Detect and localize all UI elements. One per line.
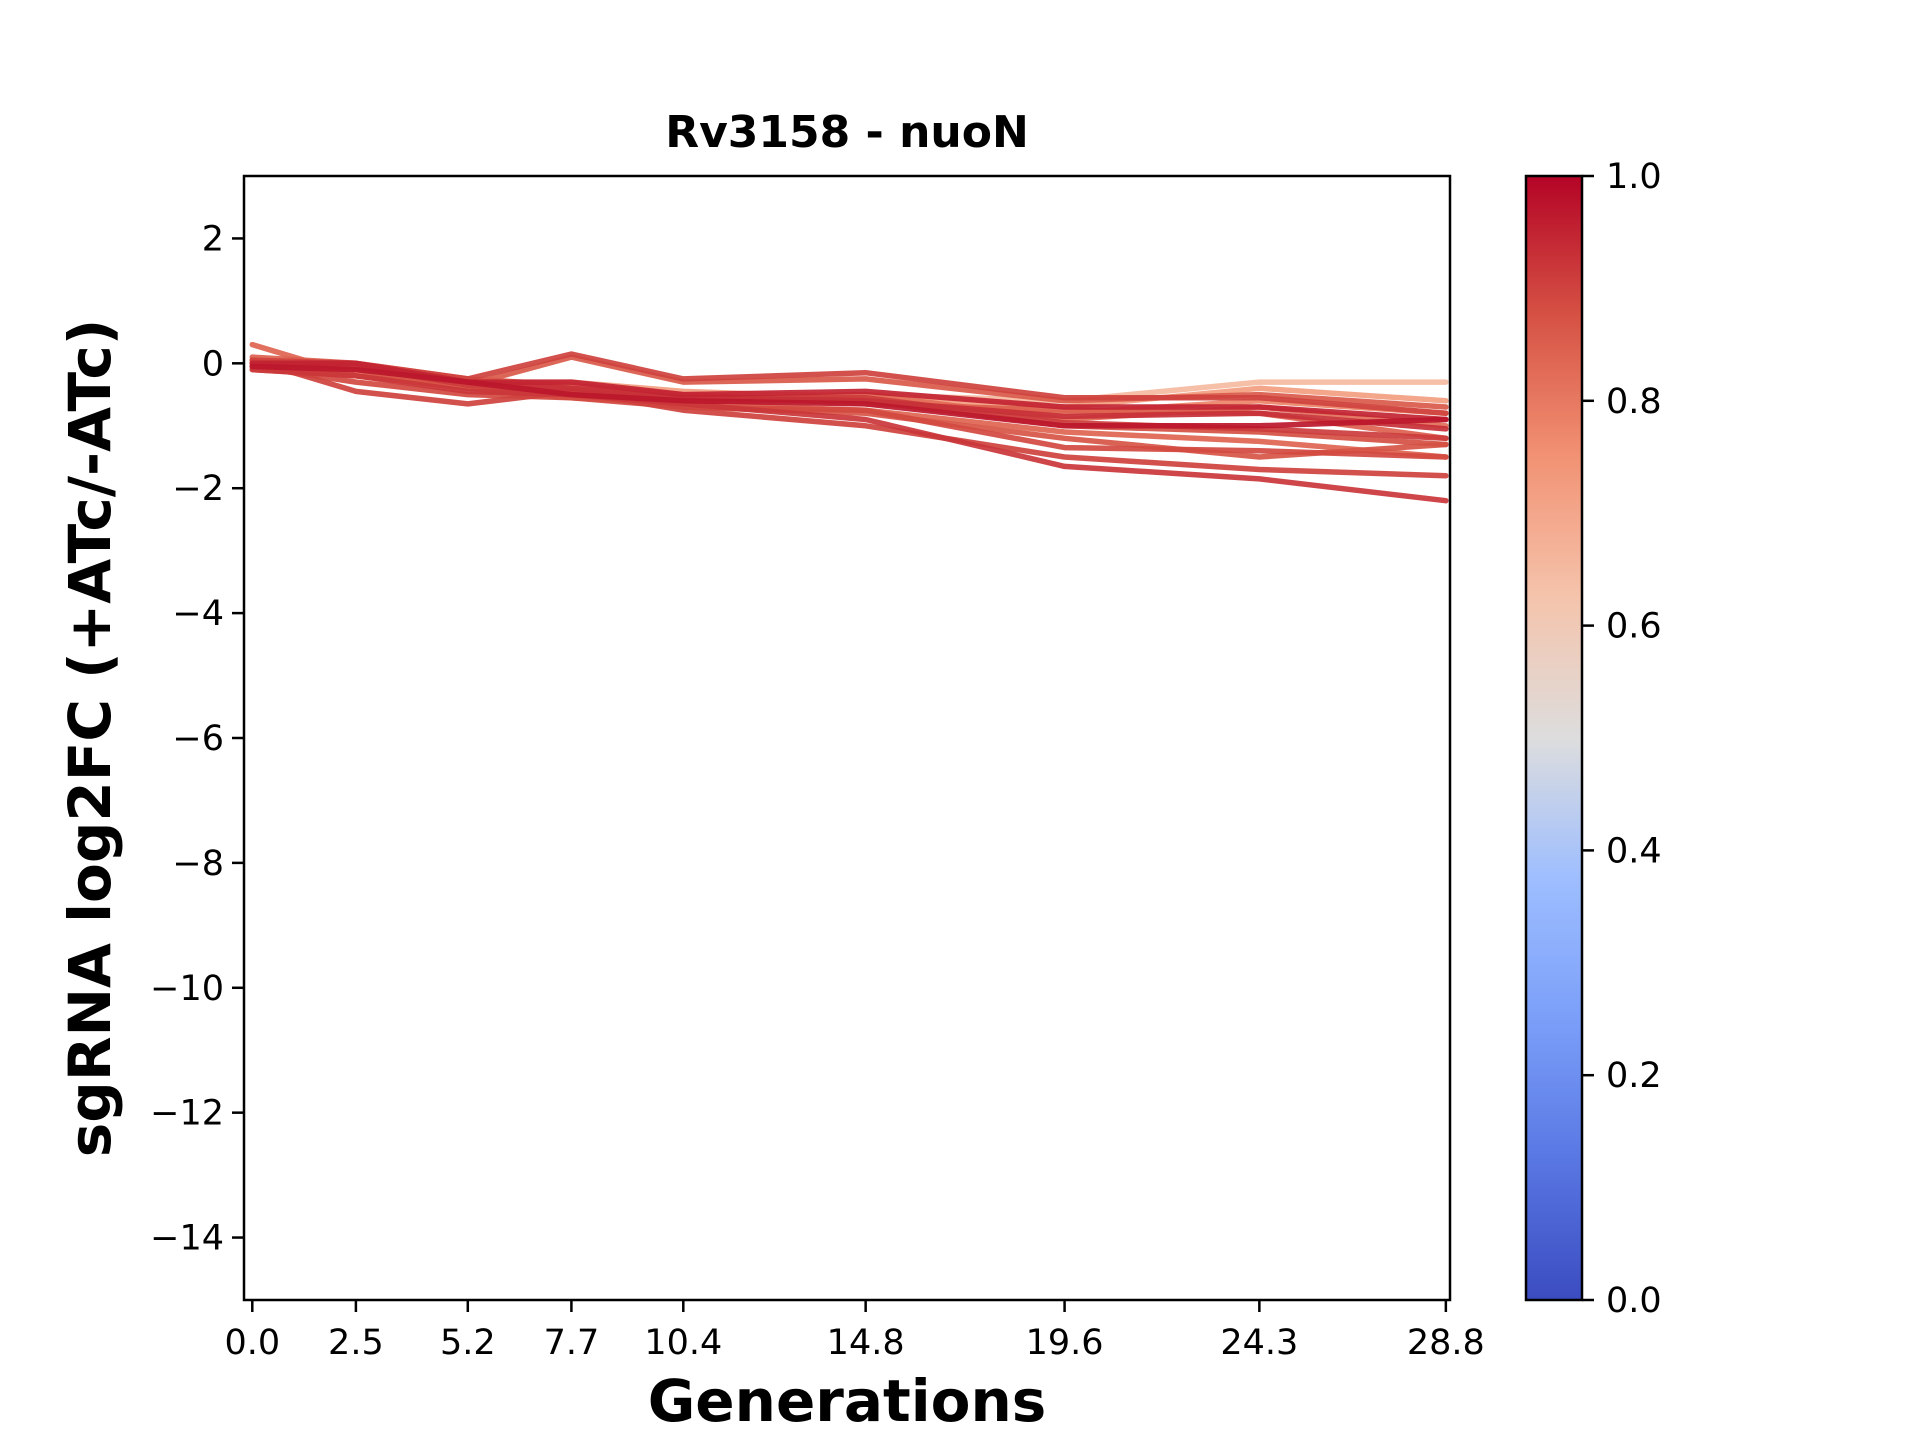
x-tick-label: 10.4 [644, 1323, 722, 1363]
series-line-16 [249, 366, 1449, 504]
series-line-14 [249, 363, 1449, 460]
colorbar-tick-label: 0.8 [1606, 382, 1662, 422]
series-lines [249, 341, 1449, 504]
series-line-11 [249, 363, 1449, 429]
y-tick-label: −8 [172, 844, 224, 884]
plot-frame [242, 174, 1452, 1302]
x-axis-ticks: 0.0 2.5 5.2 7.7 10.4 14.8 19.6 24.3 28.8 [224, 1300, 1485, 1363]
y-tick-label: −10 [150, 969, 224, 1009]
x-tick-label: 7.7 [544, 1323, 600, 1363]
series-line-8 [249, 360, 1449, 423]
x-axis-label: Generations [648, 1367, 1047, 1435]
colorbar-tick-label: 0.2 [1606, 1056, 1662, 1096]
colorbar-tick-label: 0.6 [1606, 607, 1662, 647]
colorbar [1524, 174, 1584, 1302]
y-axis-ticks: 2 0 −2 −4 −6 −8 −10 −12 −14 [150, 219, 244, 1259]
y-tick-label: 2 [202, 219, 224, 259]
x-tick-label: 0.0 [224, 1323, 280, 1363]
x-tick-label: 14.8 [827, 1323, 905, 1363]
colorbar-tick-label: 0.0 [1606, 1281, 1662, 1321]
y-tick-label: −14 [150, 1219, 224, 1259]
y-tick-label: −6 [172, 719, 224, 759]
y-axis-label: sgRNA log2FC (+ATc/-ATc) [56, 319, 124, 1157]
y-tick-label: −4 [172, 594, 224, 634]
x-tick-label: 24.3 [1220, 1323, 1298, 1363]
series-line-15 [249, 357, 1449, 479]
x-tick-label: 2.5 [328, 1323, 384, 1363]
colorbar-tick-label: 0.4 [1606, 831, 1662, 871]
y-tick-label: −2 [172, 469, 224, 509]
colorbar-tick-label: 1.0 [1606, 157, 1662, 197]
x-tick-label: 19.6 [1026, 1323, 1104, 1363]
x-tick-label: 28.8 [1407, 1323, 1485, 1363]
colorbar-ticks: 1.0 0.8 0.6 0.4 0.2 0.0 [1582, 157, 1662, 1321]
y-tick-label: −12 [150, 1094, 224, 1134]
chart-title: Rv3158 - nuoN [665, 107, 1029, 158]
x-tick-label: 5.2 [440, 1323, 496, 1363]
y-tick-label: 0 [202, 344, 224, 384]
